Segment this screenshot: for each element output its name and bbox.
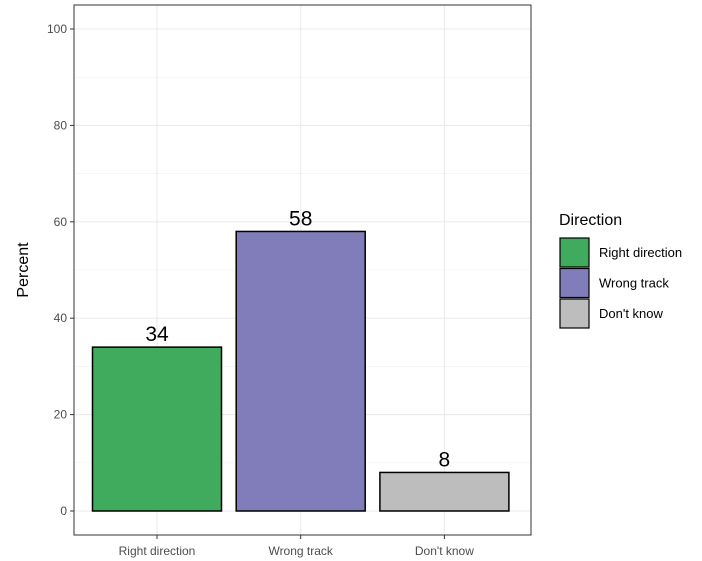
bars xyxy=(91,230,510,512)
panel-border xyxy=(73,4,532,536)
legend-label: Right direction xyxy=(599,245,682,260)
bar xyxy=(91,346,223,512)
legend: Direction Right direction Wrong track Don'… xyxy=(559,212,682,329)
y-tick-label: 20 xyxy=(54,408,68,422)
y-tick-label: 80 xyxy=(54,118,68,132)
y-tick-label: 100 xyxy=(47,22,67,36)
y-tick-label: 40 xyxy=(54,311,68,325)
data-label: 8 xyxy=(439,448,451,471)
legend-key xyxy=(559,298,590,329)
y-axis: 0 20 40 60 80 100 xyxy=(47,22,74,518)
legend-label: Wrong track xyxy=(599,276,669,291)
y-axis-title: Percent xyxy=(15,242,32,298)
x-tick-label: Don't know xyxy=(415,544,474,558)
y-tick-label: 0 xyxy=(60,504,67,518)
x-tick-label: Right direction xyxy=(119,544,196,558)
x-tick-label: Wrong track xyxy=(268,544,333,558)
legend-title: Direction xyxy=(559,212,622,229)
legend-key xyxy=(559,237,590,268)
bar xyxy=(235,230,366,512)
data-label: 58 xyxy=(289,207,312,230)
legend-key xyxy=(559,267,590,299)
legend-label: Don't know xyxy=(599,306,664,321)
data-labels: 34 58 8 xyxy=(145,207,450,471)
data-label: 34 xyxy=(145,323,169,346)
x-axis: Right direction Wrong track Don't know xyxy=(119,535,474,558)
bar xyxy=(379,471,510,512)
y-tick-label: 60 xyxy=(54,215,68,229)
